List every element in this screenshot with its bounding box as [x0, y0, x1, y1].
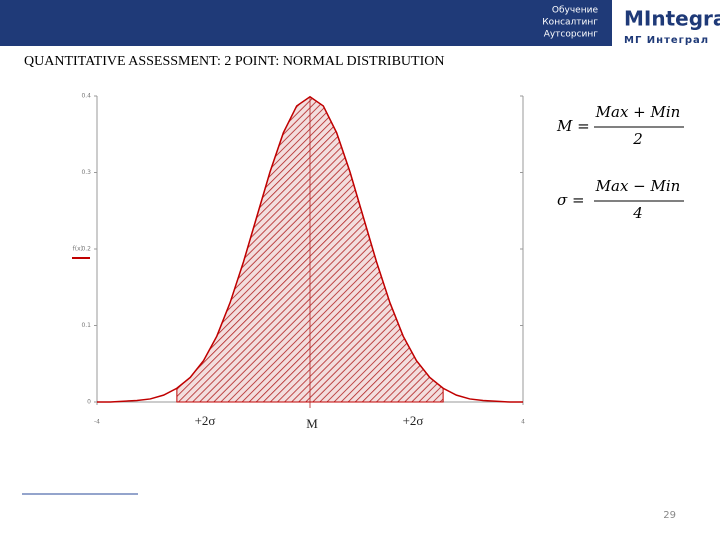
- logo-sub: МГ Интеграл: [624, 35, 709, 46]
- formula-lhs: M =: [556, 117, 590, 135]
- slide-title: QUANTITATIVE ASSESSMENT: 2 POINT: NORMAL…: [24, 54, 444, 69]
- x-tick-label: -4: [94, 419, 100, 426]
- annotation: +2σ: [195, 413, 216, 428]
- header-bar: [0, 0, 612, 46]
- formula-denominator: 2: [632, 130, 643, 148]
- y-tick-label: 0: [87, 399, 91, 406]
- y-tick-label: 0.1: [81, 322, 91, 329]
- y-axis-label: f(x): [73, 246, 83, 253]
- formula-denominator: 4: [632, 204, 643, 222]
- page-number: 29: [663, 510, 676, 521]
- formula-numerator: Max − Min: [595, 177, 681, 195]
- logo-area: [612, 0, 720, 46]
- annotation: +2σ: [403, 413, 424, 428]
- annotation: M: [306, 416, 318, 431]
- y-tick-label: 0.3: [81, 169, 91, 176]
- header-line: Консалтинг: [542, 18, 598, 28]
- header-line: Аутсорсинг: [544, 30, 599, 40]
- header-line: Обучение: [552, 6, 599, 16]
- formula-numerator: Max + Min: [595, 103, 681, 121]
- formula-lhs: σ =: [557, 191, 585, 209]
- x-tick-label: 4: [521, 419, 525, 426]
- y-tick-label: 0.4: [81, 93, 91, 100]
- logo-main: MIntegral: [624, 7, 720, 31]
- y-tick-label: 0.2: [81, 246, 91, 253]
